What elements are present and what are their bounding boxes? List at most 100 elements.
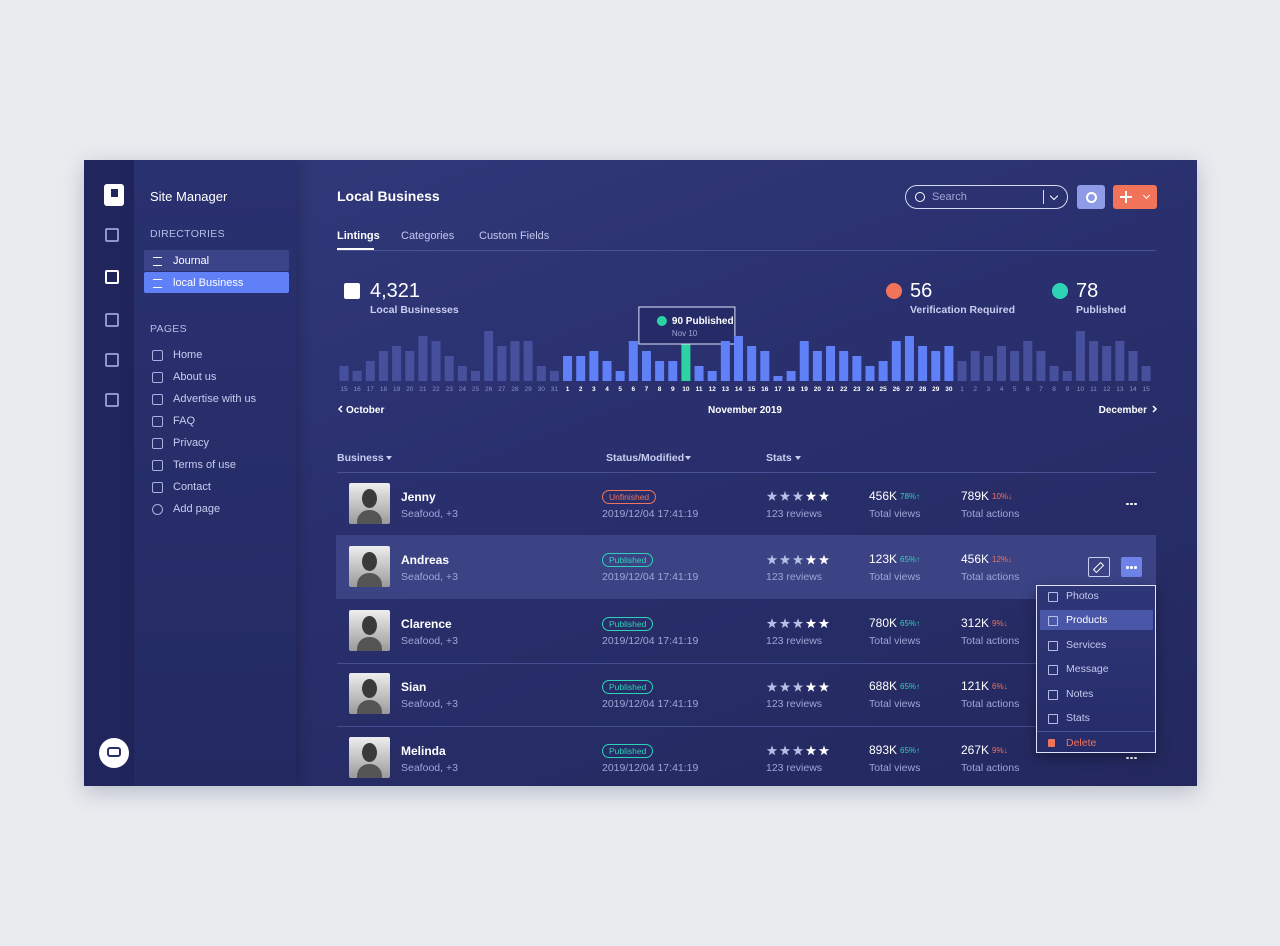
tab-underline: [337, 248, 374, 250]
directory-item[interactable]: [144, 272, 289, 293]
sort-caret: [685, 456, 691, 460]
kpi-value: 56: [910, 280, 933, 302]
more-dot[interactable]: [1134, 756, 1137, 760]
more-dot[interactable]: [1130, 756, 1133, 760]
status-badge: Unfinished: [602, 489, 657, 504]
menu-item[interactable]: Stats: [1066, 712, 1090, 724]
page-icon: [152, 350, 163, 361]
page-link[interactable]: Contact: [173, 481, 211, 493]
business-category: Seafood, +3: [401, 761, 458, 774]
views-label: Total views: [869, 634, 921, 647]
directory-item[interactable]: [144, 250, 289, 271]
tab[interactable]: Lintings: [337, 230, 380, 242]
search-icon: [915, 192, 925, 202]
kpi-label: Published: [1076, 304, 1127, 316]
page-icon: [152, 460, 163, 471]
page-link[interactable]: About us: [173, 371, 217, 383]
more-dot[interactable]: [1126, 756, 1129, 760]
directory-label: local Business: [173, 277, 244, 289]
more-dot[interactable]: [1134, 566, 1137, 569]
nav-icon[interactable]: [105, 270, 119, 284]
kpi-value: 78: [1076, 280, 1099, 302]
views: 456K: [869, 488, 898, 503]
actions-change: 6%↓: [992, 682, 1008, 692]
reviews: 123 reviews: [766, 634, 823, 647]
actions-change: 9%↓: [992, 618, 1008, 628]
modified-date: 2019/12/04 17:41:19: [602, 761, 699, 774]
page-icon: [152, 394, 163, 405]
avatar-body: [357, 763, 382, 778]
menu-icon: [1048, 689, 1058, 700]
column-header[interactable]: Business: [337, 452, 384, 464]
row-highlight: [336, 535, 1156, 600]
delete-icon: [1048, 739, 1055, 747]
page-link[interactable]: Terms of use: [173, 459, 236, 471]
status-badge: Published: [602, 553, 654, 568]
avatar-head: [362, 679, 377, 699]
more-dot[interactable]: [1130, 502, 1133, 505]
more-dot[interactable]: [1126, 502, 1129, 505]
more-dot[interactable]: [1126, 566, 1129, 569]
directory-label: Journal: [173, 255, 210, 267]
plus-v: [1125, 191, 1127, 203]
edit-button[interactable]: [1088, 557, 1110, 578]
views-change: 65%↑: [900, 745, 921, 755]
reviews: 123 reviews: [766, 507, 823, 520]
actions: 789K: [961, 488, 990, 503]
nav-icon[interactable]: [105, 353, 119, 367]
search-box[interactable]: [905, 185, 1068, 209]
chat-icon: [107, 747, 121, 757]
more-dot[interactable]: [1134, 502, 1137, 505]
menu-item[interactable]: Notes: [1066, 687, 1094, 700]
tab[interactable]: Categories: [401, 230, 455, 242]
status-badge: Published: [602, 616, 654, 631]
views: 688K: [869, 679, 898, 694]
views-label: Total views: [869, 698, 921, 711]
column-header[interactable]: Status/Modified: [606, 452, 685, 464]
menu-item[interactable]: Products: [1066, 614, 1108, 627]
business-category: Seafood, +3: [401, 571, 458, 584]
business-category: Seafood, +3: [401, 634, 458, 647]
actions-label: Total actions: [961, 698, 1020, 711]
table-line: [337, 472, 1156, 473]
nav-icon[interactable]: [105, 313, 119, 327]
kpi-label: Verification Required: [910, 304, 1016, 316]
page-link[interactable]: Add page: [173, 503, 221, 515]
kpi-icon: [886, 283, 902, 299]
menu-item[interactable]: Services: [1066, 638, 1107, 651]
actions-label: Total actions: [961, 761, 1020, 774]
row-divider: [337, 726, 1156, 728]
avatar-body: [357, 700, 382, 715]
views-label: Total views: [869, 761, 921, 774]
nav-icon[interactable]: [105, 228, 119, 242]
page-icon: [152, 482, 163, 493]
avatar-head: [362, 552, 377, 572]
page-link[interactable]: Privacy: [173, 437, 210, 449]
business-category: Seafood, +3: [401, 507, 458, 520]
chat-button[interactable]: [99, 738, 129, 768]
menu-icon: [1048, 714, 1058, 724]
menu-delete[interactable]: Delete: [1066, 737, 1097, 749]
more-dot[interactable]: [1130, 566, 1133, 569]
actions-change: 9%↓: [992, 745, 1008, 755]
page-link[interactable]: Home: [173, 349, 203, 361]
nav-icon[interactable]: [105, 393, 119, 407]
logo-cut: [111, 189, 118, 197]
menu-item[interactable]: Message: [1066, 663, 1109, 676]
business-name: Melinda: [401, 743, 446, 758]
menu-item[interactable]: Photos: [1066, 590, 1099, 602]
views-change: 78%↑: [900, 491, 921, 501]
views: 893K: [869, 742, 898, 757]
actions: 267K: [961, 742, 990, 757]
views-label: Total views: [869, 571, 921, 584]
page-link[interactable]: FAQ: [173, 415, 196, 427]
column-header[interactable]: Stats: [766, 452, 792, 464]
actions: 121K: [961, 679, 990, 694]
tab[interactable]: Custom Fields: [479, 230, 550, 242]
reviews: 123 reviews: [766, 698, 823, 711]
page-icon: [152, 438, 163, 449]
section-title: DIRECTORIES: [150, 228, 225, 240]
page-link[interactable]: Advertise with us: [173, 393, 257, 405]
menu-icon: [1048, 616, 1058, 627]
reviews: 123 reviews: [766, 761, 823, 774]
